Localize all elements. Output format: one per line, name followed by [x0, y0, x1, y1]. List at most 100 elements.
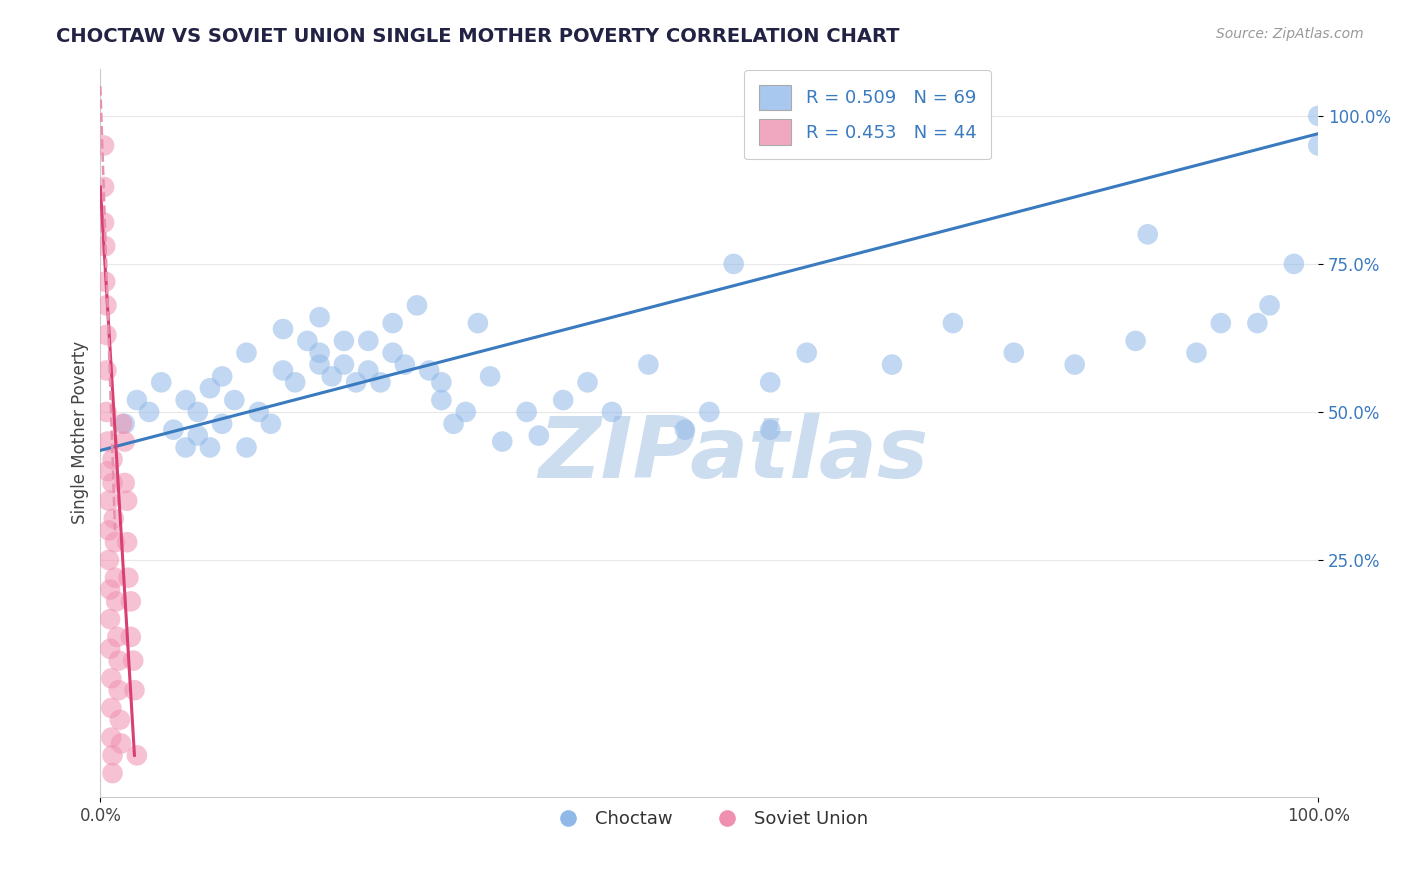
- Text: Source: ZipAtlas.com: Source: ZipAtlas.com: [1216, 27, 1364, 41]
- Point: [107, 654, 129, 668]
- Point: [1246, 316, 1268, 330]
- Point: [96, 363, 118, 377]
- Point: [211, 417, 233, 431]
- Point: [235, 345, 257, 359]
- Point: [1209, 316, 1232, 330]
- Point: [93, 180, 115, 194]
- Point: [1063, 358, 1085, 372]
- Point: [576, 376, 599, 390]
- Point: [93, 138, 115, 153]
- Point: [114, 434, 136, 449]
- Point: [115, 493, 138, 508]
- Point: [103, 511, 125, 525]
- Point: [381, 316, 404, 330]
- Point: [796, 345, 818, 359]
- Point: [297, 334, 319, 348]
- Point: [97, 553, 120, 567]
- Point: [124, 683, 146, 698]
- Point: [357, 363, 380, 377]
- Point: [198, 381, 221, 395]
- Point: [107, 630, 129, 644]
- Point: [97, 524, 120, 538]
- Point: [467, 316, 489, 330]
- Point: [308, 310, 330, 325]
- Point: [187, 428, 209, 442]
- Point: [96, 405, 118, 419]
- Point: [107, 683, 129, 698]
- Point: [406, 298, 429, 312]
- Point: [1308, 138, 1330, 153]
- Point: [235, 441, 257, 455]
- Point: [122, 654, 145, 668]
- Point: [100, 672, 122, 686]
- Point: [697, 405, 720, 419]
- Point: [418, 363, 440, 377]
- Point: [454, 405, 477, 419]
- Point: [150, 376, 173, 390]
- Point: [125, 393, 148, 408]
- Point: [443, 417, 465, 431]
- Point: [284, 376, 307, 390]
- Point: [98, 582, 121, 597]
- Point: [942, 316, 965, 330]
- Point: [100, 731, 122, 745]
- Point: [98, 612, 121, 626]
- Point: [105, 594, 128, 608]
- Point: [117, 571, 139, 585]
- Point: [120, 630, 142, 644]
- Point: [110, 737, 132, 751]
- Point: [333, 358, 356, 372]
- Point: [723, 257, 745, 271]
- Point: [108, 713, 131, 727]
- Point: [111, 417, 134, 431]
- Point: [357, 334, 380, 348]
- Point: [1002, 345, 1025, 359]
- Point: [333, 334, 356, 348]
- Point: [1282, 257, 1305, 271]
- Point: [101, 766, 124, 780]
- Point: [101, 452, 124, 467]
- Point: [260, 417, 283, 431]
- Point: [1258, 298, 1281, 312]
- Point: [321, 369, 343, 384]
- Point: [271, 363, 294, 377]
- Point: [97, 434, 120, 449]
- Point: [516, 405, 538, 419]
- Point: [174, 441, 197, 455]
- Point: [187, 405, 209, 419]
- Point: [114, 475, 136, 490]
- Point: [101, 475, 124, 490]
- Y-axis label: Single Mother Poverty: Single Mother Poverty: [72, 341, 89, 524]
- Point: [247, 405, 270, 419]
- Point: [94, 239, 117, 253]
- Point: [1185, 345, 1208, 359]
- Point: [98, 641, 121, 656]
- Point: [94, 275, 117, 289]
- Point: [308, 345, 330, 359]
- Point: [174, 393, 197, 408]
- Point: [104, 571, 127, 585]
- Point: [759, 423, 782, 437]
- Point: [759, 376, 782, 390]
- Legend: Choctaw, Soviet Union: Choctaw, Soviet Union: [543, 803, 876, 835]
- Point: [96, 328, 118, 343]
- Point: [381, 345, 404, 359]
- Point: [479, 369, 502, 384]
- Point: [97, 493, 120, 508]
- Point: [198, 441, 221, 455]
- Point: [1136, 227, 1159, 242]
- Point: [527, 428, 550, 442]
- Point: [394, 358, 416, 372]
- Point: [97, 464, 120, 478]
- Point: [101, 748, 124, 763]
- Point: [308, 358, 330, 372]
- Point: [673, 423, 696, 437]
- Point: [104, 535, 127, 549]
- Point: [271, 322, 294, 336]
- Point: [1308, 109, 1330, 123]
- Point: [100, 701, 122, 715]
- Point: [224, 393, 246, 408]
- Point: [430, 393, 453, 408]
- Point: [93, 215, 115, 229]
- Point: [162, 423, 184, 437]
